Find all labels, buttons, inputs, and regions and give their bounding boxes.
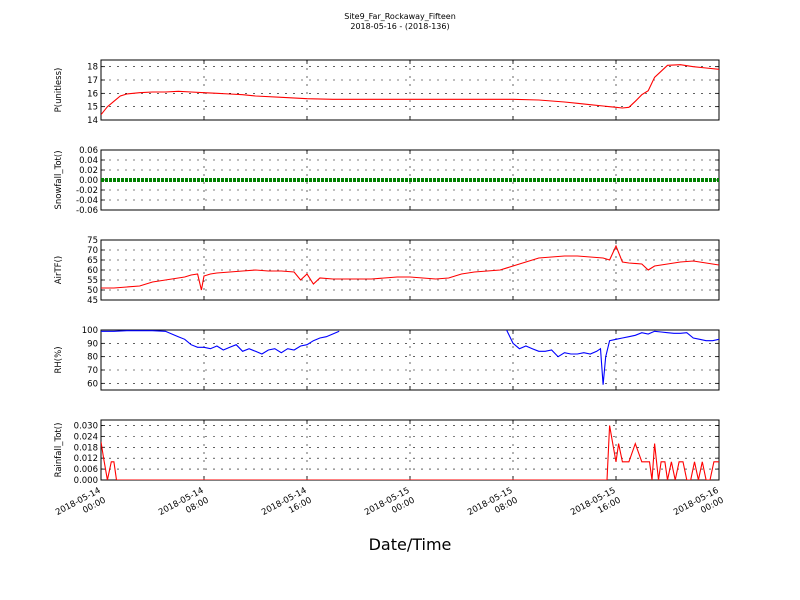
y-tick-label: 14: [87, 116, 98, 126]
series-line: [101, 64, 719, 116]
y-tick-label: 75: [87, 236, 98, 246]
y-tick-label: 0.04: [79, 156, 98, 166]
series-line: [101, 330, 340, 355]
y-tick-label: -0.04: [76, 196, 98, 206]
y-tick-label: 0.06: [79, 146, 98, 156]
y-tick-label: 17: [87, 76, 98, 86]
y-tick-label: 0.018: [74, 443, 98, 453]
y-tick-label: 45: [87, 296, 98, 306]
y-axis-label: Snowfall_Tot(): [54, 150, 64, 209]
y-tick-label: 18: [87, 63, 98, 73]
y-tick-label: 0.030: [74, 421, 98, 431]
x-tick-label: 2018-05-1416:00: [260, 486, 313, 528]
y-axis-label: Rainfall_Tot(): [54, 423, 64, 478]
y-tick-label: -0.02: [76, 186, 98, 196]
y-tick-label: 100: [82, 326, 98, 336]
y-tick-label: 60: [87, 379, 98, 389]
y-tick-label: 80: [87, 353, 98, 363]
x-tick-label: 2018-05-1600:00: [672, 486, 725, 528]
series-line: [506, 330, 719, 385]
x-tick-label: 2018-05-1516:00: [569, 486, 622, 528]
y-tick-label: 0.000: [74, 476, 98, 486]
y-tick-label: 60: [87, 266, 98, 276]
y-axis-label: P(unitless): [54, 68, 64, 113]
y-tick-label: 55: [87, 276, 98, 286]
y-tick-label: 0.02: [79, 166, 98, 176]
y-tick-label: 0.006: [74, 465, 98, 475]
y-axis-label: AirTF(): [54, 256, 64, 284]
series-line: [101, 425, 719, 480]
y-tick-label: 16: [87, 89, 98, 99]
y-tick-label: 0.024: [74, 432, 98, 442]
x-tick-label: 2018-05-1500:00: [363, 486, 416, 528]
chart-title: Site9_Far_Rockaway_Fifteen: [344, 12, 456, 21]
chart-subtitle: 2018-05-16 - (2018-136): [350, 22, 449, 31]
x-tick-label: 2018-05-1400:00: [54, 486, 107, 528]
y-axis-label: RH(%): [54, 346, 64, 373]
y-tick-label: 0.012: [74, 454, 98, 464]
y-tick-label: 90: [87, 339, 98, 349]
y-tick-label: 50: [87, 286, 98, 296]
y-tick-label: 70: [87, 366, 98, 376]
y-tick-label: 65: [87, 256, 98, 266]
x-tick-label: 2018-05-1408:00: [157, 486, 210, 528]
y-tick-label: -0.06: [76, 206, 98, 216]
y-tick-label: 0.00: [79, 176, 98, 186]
y-tick-label: 15: [87, 103, 98, 113]
x-axis-label: Date/Time: [369, 535, 452, 554]
x-tick-label: 2018-05-1508:00: [466, 486, 519, 528]
y-tick-label: 70: [87, 246, 98, 256]
series-line: [101, 244, 719, 291]
